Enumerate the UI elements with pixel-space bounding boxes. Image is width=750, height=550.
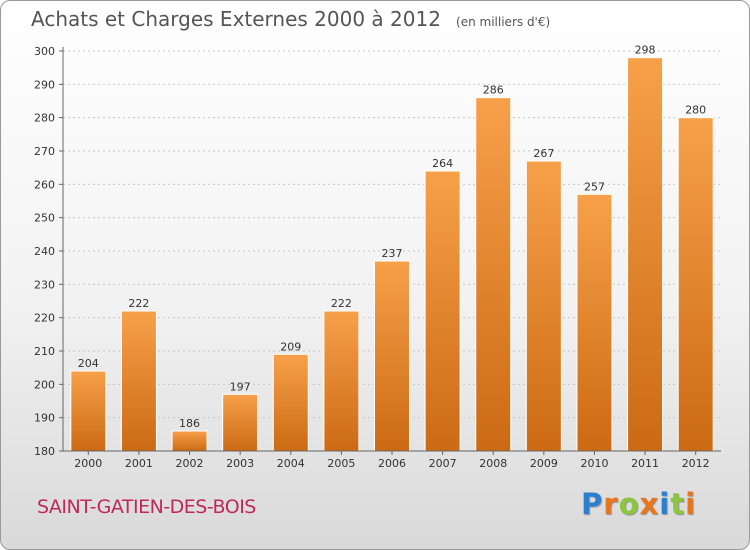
bar [475,97,512,452]
bar [576,193,613,452]
logo-letter: i [659,487,671,521]
x-tick-label: 2006 [378,457,406,470]
value-label: 204 [78,357,99,370]
value-label: 257 [584,180,605,193]
value-label: 222 [331,297,352,310]
logo-letter: t [670,487,686,521]
bar [70,370,107,452]
bar [374,260,410,452]
chart-title: Achats et Charges Externes 2000 à 2012 [31,7,441,31]
value-label: 298 [635,44,656,57]
logo-letter: o [618,487,640,521]
y-tick-label: 220 [34,312,55,325]
x-tick-label: 2007 [429,457,457,470]
value-label: 222 [128,297,149,310]
x-tick-label: 2001 [125,457,153,470]
x-tick-label: 2004 [277,457,305,470]
bar [677,117,714,452]
y-tick-label: 190 [34,412,55,425]
x-tick-label: 2010 [580,457,608,470]
x-tick-label: 2011 [631,457,659,470]
y-tick-label: 200 [34,378,55,391]
x-tick-label: 2002 [176,457,204,470]
value-label: 267 [533,147,554,160]
y-tick-label: 290 [34,78,55,91]
bar [323,310,360,452]
bar [627,57,664,452]
bar [171,430,208,452]
bar [525,160,562,452]
chart-subtitle: (en milliers d'€) [456,15,551,29]
y-tick-label: 280 [34,112,55,125]
value-label: 209 [280,340,301,353]
place-name: SAINT-GATIEN-DES-BOIS [37,496,256,518]
logo-letter: P [581,487,604,521]
x-tick-label: 2009 [530,457,558,470]
bar [424,170,461,452]
logo-letter: x [639,487,660,521]
y-tick-label: 210 [34,345,55,358]
bar [222,393,259,452]
logo-letter: i [685,487,697,521]
bar [120,310,157,452]
y-tick-label: 180 [34,445,55,458]
y-tick-label: 250 [34,212,55,225]
value-label: 237 [382,247,403,260]
title-row: Achats et Charges Externes 2000 à 2012 (… [31,7,550,31]
x-tick-label: 2003 [226,457,254,470]
value-label: 280 [685,104,706,117]
x-tick-label: 2008 [479,457,507,470]
bar [272,353,309,452]
axes: 180 190 200 210 220 230 240 250 260 270 280 290 300 2… [34,45,721,470]
value-label: 197 [230,380,251,393]
proxiti-logo: Proxiti [581,487,696,521]
y-tick-label: 240 [34,245,55,258]
logo-letter: r [603,487,619,521]
y-tick-label: 260 [34,178,55,191]
x-tick-label: 2000 [74,457,102,470]
value-label: 186 [179,417,200,430]
bars: 204 222 186 197 209 222 237 264 286 267 257 298 280 [70,44,714,452]
y-tick-label: 300 [34,45,55,58]
y-tick-label: 230 [34,278,55,291]
value-label: 264 [432,157,453,170]
x-tick-label: 2005 [327,457,355,470]
y-tick-label: 270 [34,145,55,158]
x-tick-label: 2012 [682,457,710,470]
value-label: 286 [483,84,504,97]
